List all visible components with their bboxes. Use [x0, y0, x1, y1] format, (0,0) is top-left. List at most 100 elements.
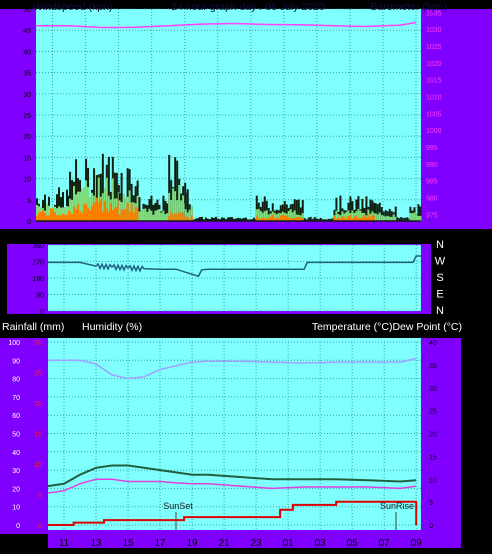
- wind-gust-bar: [168, 154, 171, 221]
- wind-gust-bar: [301, 200, 304, 221]
- wind-lull-bar: [178, 211, 181, 221]
- rainfall-line: [48, 500, 418, 526]
- wind-avg-bar: [166, 213, 169, 221]
- wind-lull-bar: [122, 209, 125, 221]
- wind-lull-bar: [297, 217, 300, 221]
- wind-gust-bar: [238, 218, 241, 221]
- barometer-y-tick-label: 1035: [426, 10, 442, 17]
- wind-lull-bar: [337, 217, 340, 221]
- wind-lull-bar: [301, 218, 304, 221]
- rainfall-y-tick-labels: 0 5 10 15 20 25 30: [34, 340, 42, 530]
- left-axis-panel-top: [0, 9, 31, 229]
- barometer-y-tick-label: 1030: [426, 27, 442, 34]
- wind-lull-bar: [136, 207, 139, 221]
- wind-lull-bar: [353, 216, 356, 221]
- wind-lull-bar: [186, 217, 189, 221]
- temperature-y-tick-label: 40: [429, 340, 437, 347]
- wind-y-tick-label: 25: [23, 113, 31, 120]
- wind-avg-bar: [384, 216, 387, 221]
- wind-gust-bar: [93, 168, 96, 221]
- wind-gust-bar: [242, 217, 245, 221]
- wind-lull-bar: [99, 199, 102, 221]
- wind-avg-bar: [146, 211, 149, 221]
- wind-x-tick-label: 01: [278, 231, 290, 242]
- direction-y-tick-label: 180: [32, 276, 44, 283]
- compass-label: E: [436, 289, 443, 301]
- wind-gust-bar: [240, 218, 243, 221]
- wind-gust-bar: [406, 217, 409, 221]
- wind-gust-bar: [311, 218, 314, 221]
- wind-lull-bar: [50, 208, 52, 221]
- wind-lull-bar: [265, 218, 268, 221]
- right-axis-panel-top: [431, 9, 492, 229]
- rainfall-y-tick-label: 25: [34, 371, 42, 378]
- wind-avg-bar: [417, 215, 420, 221]
- wind-gust-bar: [206, 218, 209, 221]
- wind-avg-bar: [188, 209, 191, 221]
- wind-avg-bar: [85, 180, 88, 221]
- wind-avg-bar: [138, 211, 141, 221]
- wind-lull-bar: [42, 210, 44, 221]
- wind-avg-bar: [186, 212, 189, 221]
- wind-lull-bar: [291, 217, 294, 221]
- wind-lull-bar: [73, 206, 76, 221]
- wind-avg-bar: [184, 209, 187, 221]
- right-axis-panel-bottom: [431, 338, 461, 548]
- wind-gust-bar: [226, 217, 229, 221]
- wind-x-tick-label: 03: [311, 231, 323, 242]
- wind-y-tick-label: 30: [23, 92, 31, 99]
- wind-lull-bar: [285, 215, 288, 221]
- temperature-y-tick-label: 5: [429, 500, 433, 507]
- wind-gust-bar: [192, 219, 195, 221]
- direction-y-tick-label: 360: [32, 243, 44, 250]
- wind-y-tick-label: 20: [23, 134, 31, 141]
- wind-avg-bar: [58, 206, 60, 221]
- temp-x-tick-label: 07: [379, 538, 391, 549]
- wind-x-tick-label: 11: [47, 231, 58, 242]
- wind-x-tick-labels: 11 13 15 17 19 21 23 01 03 05 07 09: [47, 231, 422, 242]
- wind-gust-bar: [222, 217, 225, 221]
- wind-lull-bar: [182, 212, 185, 221]
- wind-avg-bar: [180, 200, 183, 221]
- wind-gust-bar: [335, 197, 338, 221]
- wind-lull-bar: [293, 218, 296, 221]
- temp-x-tick-label: 11: [59, 538, 70, 549]
- wind-lull-bar: [109, 203, 112, 221]
- wind-lull-bar: [269, 216, 272, 221]
- wind-avg-bar: [190, 206, 193, 221]
- humidity-y-tick-label: 20: [12, 486, 20, 493]
- temperature-y-tick-label: 10: [429, 477, 437, 484]
- barometer-y-tick-label: 985: [426, 179, 438, 186]
- wind-lull-bar: [64, 214, 66, 221]
- wind-gust-bar: [319, 217, 322, 221]
- wind-lull-bar: [95, 197, 98, 221]
- wind-avg-bar: [341, 211, 344, 221]
- temp-x-tick-label: 21: [219, 538, 231, 549]
- wind-lull-bar: [365, 217, 368, 221]
- wind-gust-bar: [58, 187, 60, 221]
- wind-gust-bar: [186, 189, 189, 221]
- temperature-y-tick-label: 0: [429, 523, 433, 530]
- wind-lull-bar: [255, 215, 258, 221]
- wind-avg-bar: [413, 212, 416, 221]
- wind-avg-bar: [168, 193, 171, 221]
- barometer-axis-title: Barometer (hpa): [371, 1, 447, 13]
- wind-avg-bar: [64, 207, 66, 221]
- wind-lull-bar: [62, 213, 64, 221]
- wind-gust-bar: [369, 199, 372, 221]
- wind-lull-bar: [359, 217, 362, 221]
- wind-gust-bar: [194, 218, 197, 221]
- wind-lull-bar: [107, 211, 110, 221]
- wind-lull-bar: [333, 215, 336, 221]
- wind-avg-bar: [60, 207, 62, 221]
- wind-gust-bar: [126, 168, 129, 221]
- wind-gust-bar: [228, 217, 231, 221]
- wind-gust-bar: [224, 219, 227, 221]
- wind-direction-line: [48, 255, 421, 278]
- temp-x-tick-label: 23: [251, 538, 263, 549]
- wind-avg-bar: [255, 209, 258, 221]
- wind-lull-bar: [85, 203, 88, 221]
- wind-gust-bar: [210, 217, 213, 221]
- wind-lull-bar: [351, 218, 354, 221]
